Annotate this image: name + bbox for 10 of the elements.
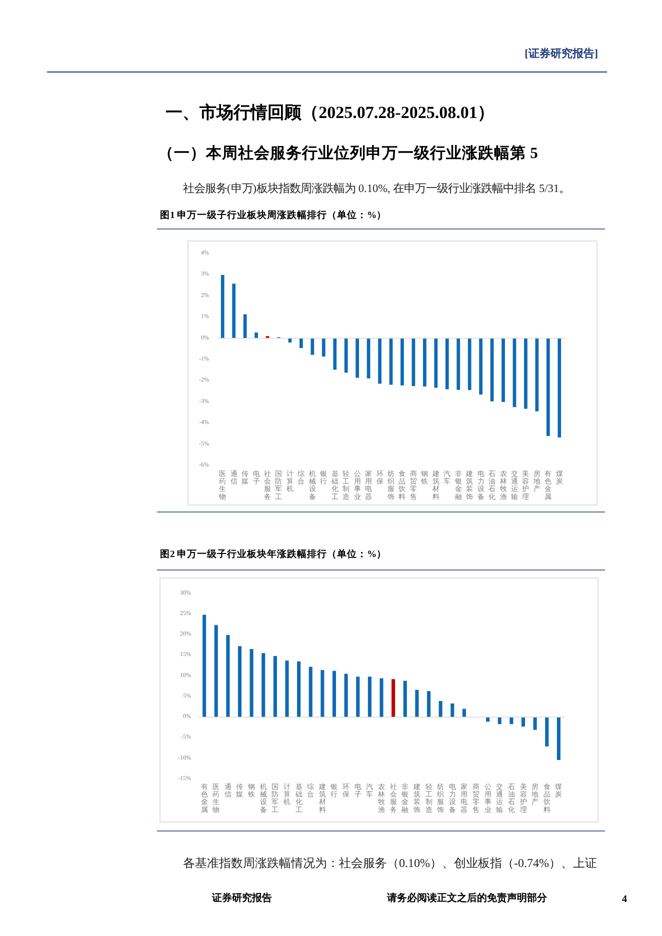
text: 一、市场行情回顾（2025.07.28-2025.08.01） (166, 103, 494, 122)
text: （一）本周社会服务行业位列申万一级行业涨跌幅第 5 (158, 144, 538, 162)
text: 请务必阅读正文之后的免责声明部分 (386, 892, 548, 904)
text: 4 (622, 894, 627, 905)
text: 社会服务(申万)板块指数周涨跌幅为 0.10%, 在申万一级行业涨跌幅中排名 5/31。 (183, 182, 570, 195)
text: 证券研究报告 (211, 892, 272, 904)
chart-title: 图1 申万一级子行业板块周涨跌幅排行（单位：%） (160, 209, 387, 221)
text: 各基准指数周涨跌幅情况为：社会服务（0.10%）、创业板指（-0.74%）、上证 (183, 856, 597, 870)
chart-title: 图2 申万一级子行业板块年涨跌幅排行（单位：%） (160, 548, 387, 560)
text: [证券研究报告] (524, 47, 598, 60)
